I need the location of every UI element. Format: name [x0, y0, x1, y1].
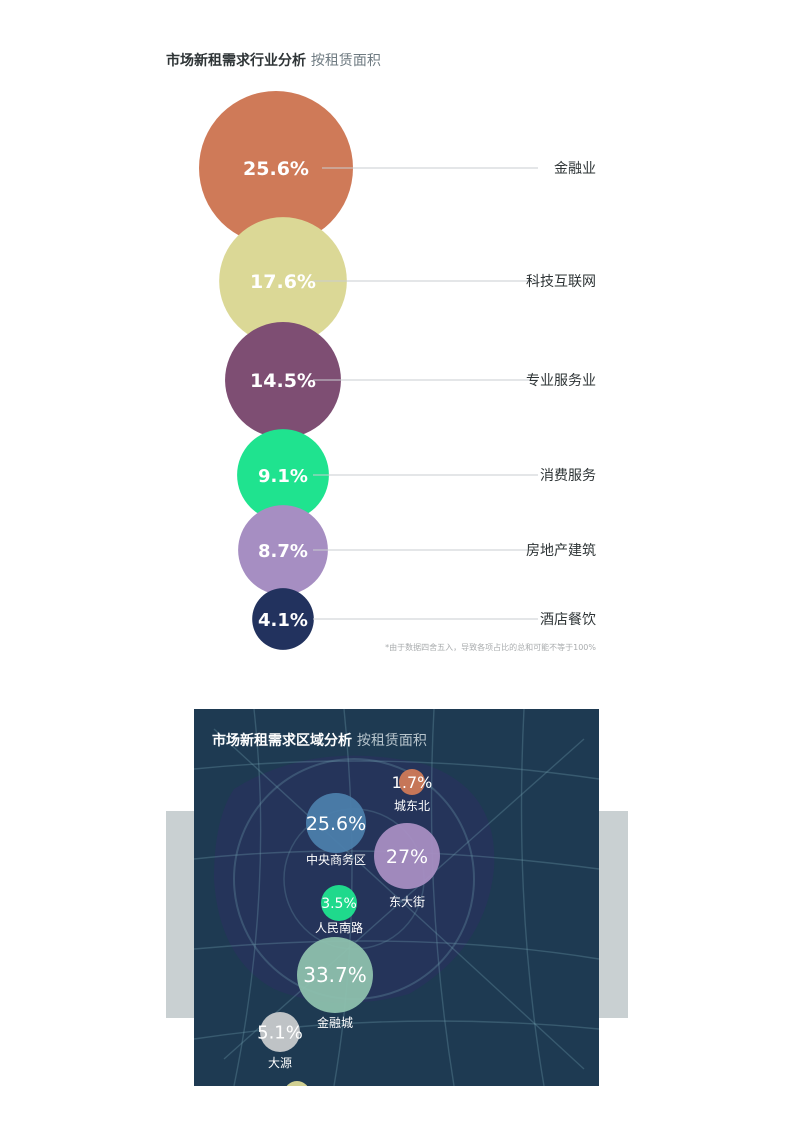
rounding-footnote: *由于数据四舍五入，导致各项占比的总和可能不等于100%: [385, 643, 596, 652]
industry-category-label: 金融业: [554, 161, 596, 177]
industry-value-label: 9.1%: [258, 466, 308, 487]
district-shading: [214, 755, 495, 1003]
area-category-label: 中央商务区: [306, 852, 366, 867]
map-road: [223, 738, 585, 1060]
industry-bubble-chart: 25.6% 17.6% 14.5% 9.1% 8.7% 4.1% 金融业科技互联网专业服务业…: [199, 91, 596, 650]
industry-bubble: [252, 588, 314, 650]
industry-category-label: 消费服务: [540, 468, 596, 484]
area-chart-subtitle: 按租赁面积: [356, 733, 427, 749]
area-value-label: 25.6%: [306, 813, 366, 835]
industry-category-label: 专业服务业: [526, 373, 596, 389]
area-bubble-map: 1.7% 25.6% 27% 3.5% 33.7% 5.1% 3.3% 城东北中央商务区东大街…: [194, 709, 599, 1086]
area-bubble: [260, 1012, 300, 1052]
area-bubble: [399, 769, 425, 795]
industry-chart-title: 市场新租需求行业分析 按租赁面积: [166, 50, 381, 70]
area-value-label: 3.5%: [321, 896, 357, 912]
industry-bubble: [237, 429, 329, 521]
map-road: [430, 709, 455, 1086]
industry-value-label: 8.7%: [258, 541, 308, 562]
map-road: [194, 760, 599, 780]
area-bubble: [374, 823, 440, 889]
area-category-label: 金融城: [317, 1015, 353, 1030]
area-category-label: 东大街: [389, 895, 425, 909]
industry-category-label: 房地产建筑: [526, 543, 596, 559]
map-road: [520, 709, 545, 1086]
area-bubble: [286, 1081, 308, 1086]
area-value-label: 33.7%: [303, 963, 367, 987]
area-chart-title-main: 市场新租需求区域分析: [212, 733, 352, 749]
map-road: [233, 709, 262, 1086]
map-road: [213, 728, 585, 1070]
industry-bubble: [238, 505, 328, 595]
area-bubble: [297, 937, 373, 1013]
industry-value-label: 17.6%: [250, 271, 316, 293]
area-value-label: 3.3%: [277, 1085, 318, 1086]
map-road: [194, 940, 599, 960]
industry-bubble: [199, 91, 353, 245]
area-bubble: [321, 885, 357, 921]
industry-value-label: 14.5%: [250, 370, 316, 392]
area-map-panel: 1.7% 25.6% 27% 3.5% 33.7% 5.1% 3.3% 城东北中央商务区东大街…: [194, 709, 599, 1086]
area-category-label: 城东北: [394, 799, 430, 813]
industry-category-label: 酒店餐饮: [540, 612, 596, 628]
industry-chart-title-main: 市场新租需求行业分析: [166, 53, 306, 69]
area-bubble: [306, 793, 366, 853]
industry-chart-subtitle: 按租赁面积: [310, 53, 381, 69]
industry-value-label: 4.1%: [258, 610, 308, 631]
area-chart-title: 市场新租需求区域分析 按租赁面积: [212, 730, 427, 750]
area-category-label: 大源: [268, 1056, 292, 1070]
area-value-label: 5.1%: [257, 1022, 303, 1043]
industry-value-label: 25.6%: [243, 158, 309, 180]
map-road: [194, 1020, 599, 1040]
area-value-label: 27%: [386, 846, 428, 868]
industry-bubble: [219, 217, 347, 345]
industry-bubble: [225, 322, 341, 438]
area-category-label: 人民南路: [315, 920, 363, 935]
area-value-label: 1.7%: [392, 773, 433, 792]
industry-category-label: 科技互联网: [526, 274, 596, 290]
